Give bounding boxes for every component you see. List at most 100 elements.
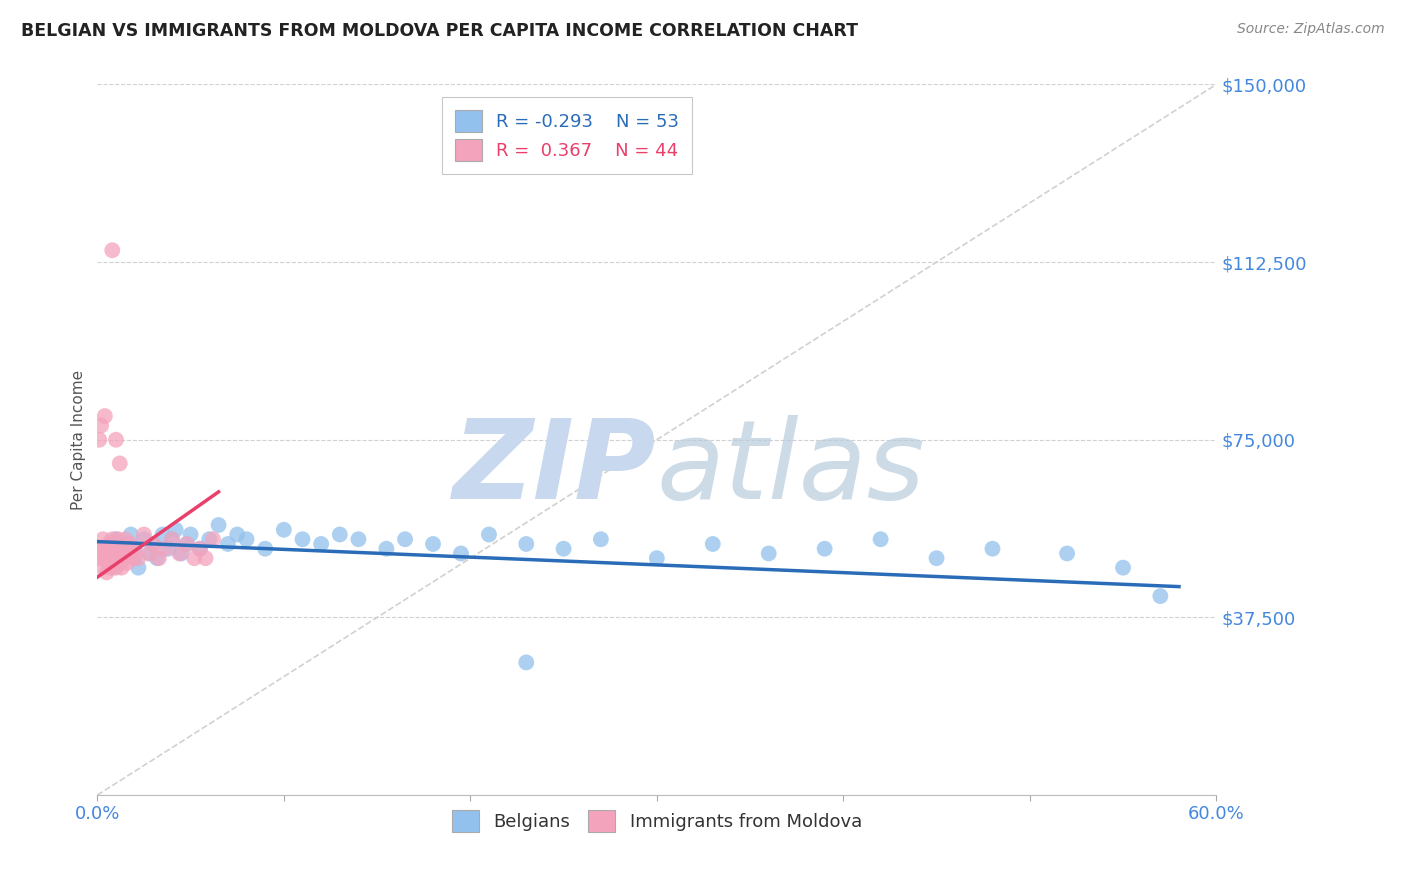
- Point: [198, 533, 221, 547]
- Point: [153, 541, 176, 556]
- Point: [108, 546, 131, 560]
- Point: [108, 556, 131, 570]
- Point: [91, 533, 114, 547]
- Point: [110, 541, 132, 556]
- Point: [142, 537, 165, 551]
- Point: [152, 527, 174, 541]
- Point: [114, 537, 136, 551]
- Point: [170, 546, 193, 560]
- Point: [309, 537, 332, 551]
- Point: [97, 537, 120, 551]
- Point: [450, 546, 472, 560]
- Point: [127, 560, 149, 574]
- Point: [124, 541, 146, 556]
- Point: [96, 546, 118, 560]
- Point: [329, 527, 352, 541]
- Point: [118, 546, 141, 560]
- Point: [375, 541, 398, 556]
- Point: [207, 518, 229, 533]
- Point: [96, 551, 118, 566]
- Point: [108, 457, 131, 471]
- Point: [165, 523, 187, 537]
- Point: [478, 527, 501, 541]
- Point: [127, 551, 149, 566]
- Point: [394, 533, 416, 547]
- Text: BELGIAN VS IMMIGRANTS FROM MOLDOVA PER CAPITA INCOME CORRELATION CHART: BELGIAN VS IMMIGRANTS FROM MOLDOVA PER C…: [21, 22, 858, 40]
- Point: [112, 551, 135, 566]
- Point: [176, 537, 198, 551]
- Point: [105, 541, 128, 556]
- Point: [201, 533, 224, 547]
- Point: [97, 556, 120, 570]
- Point: [157, 541, 180, 556]
- Point: [146, 551, 169, 566]
- Point: [101, 244, 124, 258]
- Point: [101, 533, 124, 547]
- Point: [1112, 560, 1135, 574]
- Point: [291, 533, 314, 547]
- Point: [101, 551, 124, 566]
- Point: [814, 541, 837, 556]
- Text: atlas: atlas: [657, 415, 925, 522]
- Point: [115, 556, 138, 570]
- Point: [1056, 546, 1078, 560]
- Point: [94, 541, 117, 556]
- Point: [101, 560, 124, 574]
- Point: [142, 537, 165, 551]
- Point: [105, 533, 128, 547]
- Point: [925, 551, 948, 566]
- Point: [114, 546, 136, 560]
- Point: [100, 541, 122, 556]
- Point: [103, 556, 125, 570]
- Point: [702, 537, 724, 551]
- Point: [160, 533, 183, 547]
- Point: [100, 560, 122, 574]
- Point: [90, 541, 112, 556]
- Point: [96, 566, 118, 580]
- Point: [121, 551, 143, 566]
- Point: [347, 533, 370, 547]
- Point: [160, 533, 183, 547]
- Point: [235, 533, 257, 547]
- Point: [110, 560, 132, 574]
- Point: [124, 551, 146, 566]
- Point: [89, 551, 111, 566]
- Point: [107, 533, 129, 547]
- Point: [869, 533, 891, 547]
- Point: [138, 546, 160, 560]
- Point: [114, 533, 136, 547]
- Point: [254, 541, 277, 556]
- Point: [148, 551, 170, 566]
- Text: Source: ZipAtlas.com: Source: ZipAtlas.com: [1237, 22, 1385, 37]
- Point: [1149, 589, 1171, 603]
- Point: [107, 551, 129, 566]
- Point: [105, 541, 128, 556]
- Point: [188, 541, 211, 556]
- Legend: R = -0.293    N = 53, R =  0.367    N = 44: R = -0.293 N = 53, R = 0.367 N = 44: [441, 97, 692, 174]
- Point: [94, 409, 117, 423]
- Point: [105, 433, 128, 447]
- Point: [217, 537, 239, 551]
- Point: [176, 537, 198, 551]
- Point: [645, 551, 668, 566]
- Point: [180, 527, 202, 541]
- Point: [138, 546, 160, 560]
- Point: [120, 527, 142, 541]
- Point: [226, 527, 249, 541]
- Point: [132, 527, 155, 541]
- Point: [183, 551, 205, 566]
- Point: [981, 541, 1004, 556]
- Y-axis label: Per Capita Income: Per Capita Income: [72, 369, 86, 510]
- Point: [194, 551, 217, 566]
- Point: [589, 533, 612, 547]
- Point: [94, 551, 117, 566]
- Point: [91, 560, 114, 574]
- Point: [120, 537, 142, 551]
- Point: [553, 541, 575, 556]
- Point: [108, 556, 131, 570]
- Point: [89, 433, 111, 447]
- Point: [132, 533, 155, 547]
- Point: [515, 656, 537, 670]
- Point: [188, 541, 211, 556]
- Point: [422, 537, 444, 551]
